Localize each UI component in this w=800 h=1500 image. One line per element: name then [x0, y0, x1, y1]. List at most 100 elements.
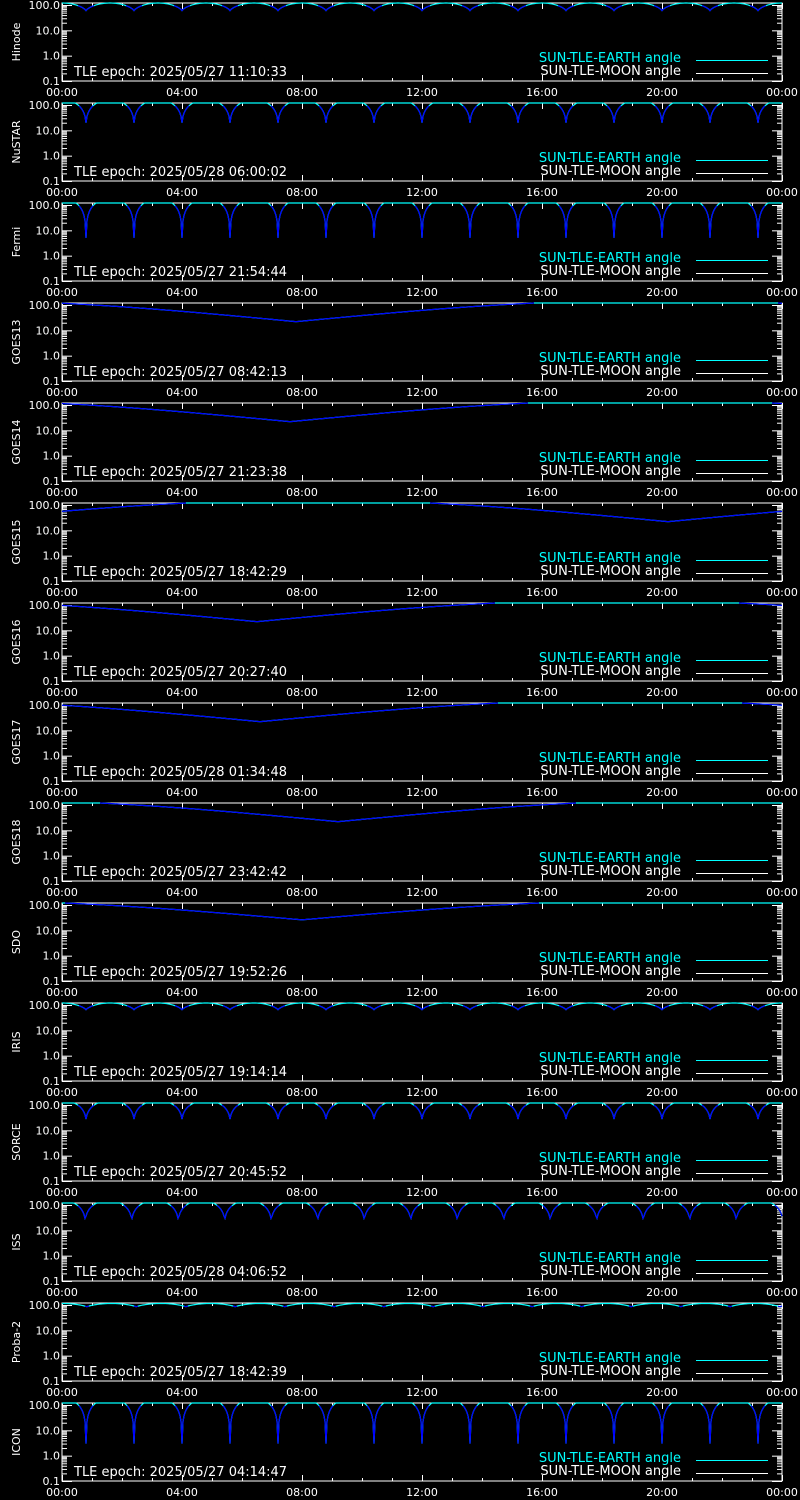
x-tick-label: 00:00 — [46, 186, 78, 199]
sun-tle-earth-dip — [414, 205, 430, 238]
sun-tle-earth-dip — [183, 1305, 189, 1308]
y-tick-label: 100.0 — [29, 199, 61, 212]
x-tick-label: 00:00 — [46, 986, 78, 999]
x-tick-label: 16:00 — [526, 1486, 558, 1499]
sun-tle-earth-dip — [61, 302, 535, 323]
y-tick-label: 1.0 — [43, 50, 61, 63]
sun-tle-earth-dip — [462, 1005, 478, 1011]
y-tick-label: 100.0 — [29, 999, 61, 1012]
x-tick-label: 00:00 — [46, 886, 78, 899]
x-tick-label: 12:00 — [406, 786, 438, 799]
y-ticks — [62, 405, 782, 482]
x-tick-label: 04:00 — [166, 286, 198, 299]
x-tick-label: 08:00 — [286, 86, 318, 99]
sun-tle-earth-dip — [414, 105, 430, 123]
x-tick-label: 08:00 — [286, 686, 318, 699]
y-tick-label: 0.1 — [43, 575, 61, 588]
legend-moon-label: SUN-TLE-MOON angle — [540, 1064, 681, 1079]
y-tick-label: 0.1 — [43, 775, 61, 788]
sun-tle-earth-dip — [77, 1104, 95, 1120]
sun-tle-earth-dip — [557, 5, 575, 12]
x-tick-label: 00:00 — [766, 786, 798, 799]
sun-tle-earth-dip — [170, 1204, 187, 1221]
tle-epoch-label: TLE epoch: 2025/05/27 20:27:40 — [73, 665, 287, 680]
x-tick-label: 12:00 — [406, 986, 438, 999]
sun-tle-earth-dip — [654, 105, 670, 123]
y-tick-label: 100.0 — [29, 1099, 61, 1112]
legend-moon-label: SUN-TLE-MOON angle — [540, 664, 681, 679]
y-tick-label: 100.0 — [29, 599, 61, 612]
y-ticks — [62, 105, 782, 182]
legend-earth-label: SUN-TLE-EARTH angle — [539, 851, 681, 866]
sun-tle-earth-dip — [750, 105, 766, 123]
sun-tle-earth-dip — [270, 105, 286, 123]
sun-tle-earth-dip — [125, 1104, 143, 1120]
x-tick-label: 08:00 — [286, 1086, 318, 1099]
y-tick-label: 0.1 — [43, 975, 61, 988]
x-tick-label: 04:00 — [166, 1386, 198, 1399]
x-tick-label: 16:00 — [526, 886, 558, 899]
legend-earth-label: SUN-TLE-EARTH angle — [539, 451, 681, 466]
sun-tle-earth-dip — [413, 1104, 431, 1120]
x-tick-label: 00:00 — [766, 1086, 798, 1099]
y-tick-label: 0.1 — [43, 1175, 61, 1188]
x-tick-label: 16:00 — [526, 386, 558, 399]
sun-tle-earth-dip — [221, 5, 239, 12]
x-tick-label: 00:00 — [46, 1386, 78, 1399]
sun-tle-earth-dip — [429, 502, 783, 523]
sun-tle-earth-dip — [558, 1005, 574, 1011]
x-tick-label: 00:00 — [46, 1186, 78, 1199]
sun-tle-earth-dip — [750, 205, 766, 238]
y-tick-label: 100.0 — [29, 399, 61, 412]
x-tick-label: 16:00 — [526, 86, 558, 99]
sun-tle-earth-dip — [542, 1204, 559, 1221]
tle-epoch-label: TLE epoch: 2025/05/27 19:14:14 — [73, 1065, 287, 1080]
satellite-label: GOES16 — [10, 619, 23, 664]
panel-icon: 100.010.01.00.100:00 04:00 08:00 12:00 16:00… — [10, 1399, 798, 1499]
panel-goes17: 100.010.01.00.100:00 04:00 08:00 12:00 16:00… — [10, 699, 798, 799]
sun-tle-earth-dip — [232, 1305, 238, 1308]
sun-tle-earth-dip — [510, 205, 526, 238]
y-tick-label: 0.1 — [43, 675, 61, 688]
sun-tle-earth-dip — [749, 5, 767, 12]
x-tick-label: 16:00 — [526, 1286, 558, 1299]
sun-tle-earth-dip — [462, 205, 478, 238]
sun-tle-earth-dip — [606, 1405, 622, 1444]
x-tick-label: 20:00 — [646, 1486, 678, 1499]
sun-tle-earth-dip — [78, 1405, 94, 1444]
legend-earth-label: SUN-TLE-EARTH angle — [539, 151, 681, 166]
x-tick-label: 12:00 — [406, 686, 438, 699]
sun-tle-earth-dip — [317, 5, 335, 12]
panel-iris: 100.010.01.00.100:00 04:00 08:00 12:00 16:00… — [10, 999, 798, 1099]
sun-tle-earth-dip — [318, 1405, 334, 1444]
x-tick-label: 16:00 — [526, 786, 558, 799]
y-tick-label: 100.0 — [29, 0, 61, 12]
legend-moon-label: SUN-TLE-MOON angle — [540, 1164, 681, 1179]
sun-tle-earth-dip — [558, 105, 574, 123]
y-tick-label: 10.0 — [36, 824, 61, 837]
panel-goes18: 100.010.01.00.100:00 04:00 08:00 12:00 16:00… — [10, 799, 798, 899]
panel-iss: 100.010.01.00.100:00 04:00 08:00 12:00 16:00… — [10, 1199, 798, 1299]
legend-earth-label: SUN-TLE-EARTH angle — [539, 951, 681, 966]
x-tick-label: 00:00 — [46, 486, 78, 499]
x-tick-label: 08:00 — [286, 886, 318, 899]
x-tick-label: 00:00 — [766, 186, 798, 199]
y-tick-label: 0.1 — [43, 275, 61, 288]
y-ticks — [62, 905, 782, 982]
x-tick-label: 20:00 — [646, 1086, 678, 1099]
y-tick-label: 10.0 — [36, 624, 61, 637]
sun-tle-earth-dip — [654, 1005, 670, 1011]
sun-tle-earth-dip — [509, 1104, 527, 1120]
x-tick-label: 00:00 — [766, 986, 798, 999]
legend-moon-label: SUN-TLE-MOON angle — [540, 364, 681, 379]
x-tick-label: 16:00 — [526, 1186, 558, 1199]
y-ticks — [62, 205, 782, 282]
y-tick-label: 10.0 — [36, 424, 61, 437]
panel-goes13: 100.010.01.00.100:00 04:00 08:00 12:00 16:00… — [10, 299, 798, 399]
x-tick-label: 00:00 — [766, 1286, 798, 1299]
sun-tle-earth-dip — [222, 1005, 238, 1011]
x-tick-label: 08:00 — [286, 1486, 318, 1499]
tle-epoch-label: TLE epoch: 2025/05/27 08:42:13 — [73, 365, 287, 380]
tle-epoch-label: TLE epoch: 2025/05/27 04:14:47 — [73, 1465, 287, 1480]
sun-tle-earth-dip — [126, 1005, 142, 1011]
